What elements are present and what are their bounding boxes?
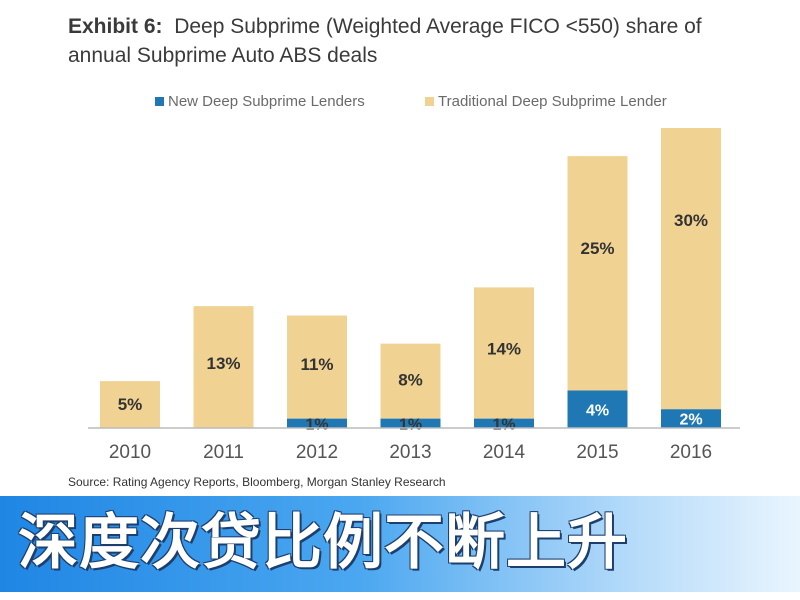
data-label-traditional-2013: 8% <box>398 370 423 389</box>
bar-traditional-2013 <box>380 343 441 419</box>
title-line-1: Exhibit 6: Deep Subprime (Weighted Avera… <box>68 12 788 41</box>
bar-traditional-2016 <box>661 128 721 410</box>
data-label-traditional-2010: 5% <box>118 395 143 414</box>
bar-traditional-2014 <box>474 287 534 419</box>
chart-plot: New Deep Subprime Lenders Traditional Dee… <box>88 93 740 463</box>
bar-traditional-2015 <box>567 156 628 391</box>
x-tick-label-2011: 2011 <box>203 442 244 463</box>
bottom-strip <box>0 592 800 600</box>
data-label-new-2013: 1% <box>399 416 422 433</box>
bar-new-2016 <box>661 409 721 428</box>
data-label-new-2012: 1% <box>305 416 328 433</box>
bar-traditional-2010 <box>100 381 160 428</box>
data-label-traditional-2012: 11% <box>300 355 333 374</box>
bar-new-2013 <box>380 418 441 428</box>
bar-new-2014 <box>474 418 534 428</box>
data-label-new-2016: 2% <box>679 412 702 429</box>
x-tick-label-2016: 2016 <box>670 442 712 463</box>
bar-traditional-2012 <box>287 315 347 419</box>
chart-legend: New Deep Subprime Lenders Traditional Dee… <box>155 93 667 110</box>
bar-new-2015 <box>567 390 628 428</box>
title-line-2: annual Subprime Auto ABS deals <box>68 44 378 67</box>
chart-bars: 5% 13% 11% 1% 8% 1% 14% 1% 25% 4% 30% 2% <box>100 128 721 433</box>
exhibit-label: Exhibit 6: <box>68 15 163 38</box>
caption-banner: 深度次贷比例不断上升 <box>0 496 800 592</box>
x-tick-label-2010: 2010 <box>109 442 151 463</box>
x-tick-label-2015: 2015 <box>576 442 618 463</box>
x-axis-ticks: 2010 2011 2012 2013 2014 2015 2016 <box>109 442 712 463</box>
data-label-new-2014: 1% <box>492 416 515 433</box>
x-tick-label-2013: 2013 <box>389 442 431 463</box>
x-tick-label-2014: 2014 <box>483 442 526 463</box>
source-note: Source: Rating Agency Reports, Bloomberg… <box>68 475 446 489</box>
bar-new-2012 <box>287 418 347 428</box>
data-label-traditional-2016: 30% <box>674 211 708 230</box>
legend-swatch-2 <box>425 97 434 106</box>
legend-swatch-1 <box>155 97 164 106</box>
x-tick-label-2012: 2012 <box>296 442 338 463</box>
legend-label-1: New Deep Subprime Lenders <box>168 93 365 110</box>
data-label-traditional-2014: 14% <box>487 339 521 358</box>
data-label-traditional-2015: 25% <box>580 239 614 258</box>
chart-title: Exhibit 6: Deep Subprime (Weighted Avera… <box>68 12 788 70</box>
data-label-new-2015: 4% <box>586 402 609 419</box>
data-label-traditional-2011: 13% <box>206 354 240 373</box>
caption-text: 深度次贷比例不断上升 <box>18 508 628 578</box>
legend-label-2: Traditional Deep Subprime Lender <box>438 93 667 110</box>
title-text-1: Deep Subprime (Weighted Average FICO <55… <box>174 15 702 38</box>
bar-traditional-2011 <box>193 306 254 428</box>
